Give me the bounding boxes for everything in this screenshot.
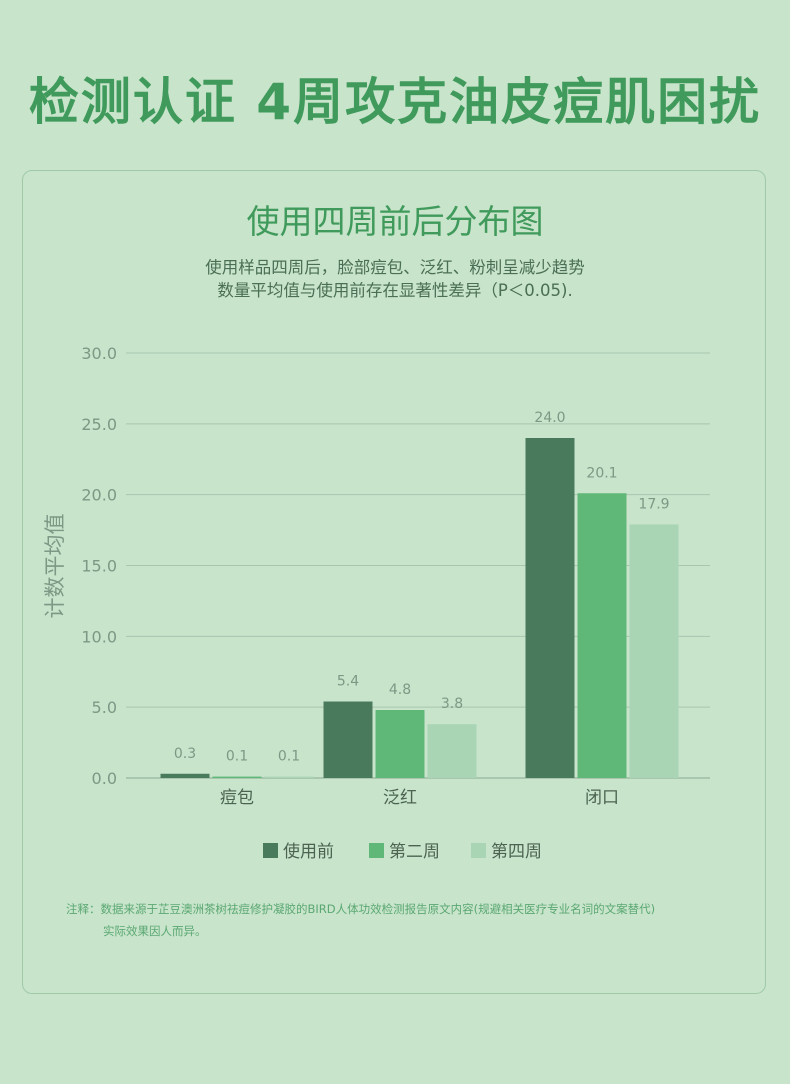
legend-swatch-2 [471, 843, 486, 858]
data-label: 4.8 [389, 682, 411, 698]
x-tick-label: 泛红 [383, 788, 417, 808]
bar-0-2 [525, 438, 575, 778]
footnote-line2: 实际效果因人而异。 [103, 924, 207, 938]
y-tick-label: 25.0 [81, 415, 117, 434]
bar-1-2 [577, 493, 627, 778]
legend-swatch-1 [369, 843, 384, 858]
data-label: 0.1 [278, 749, 300, 765]
bar-0-0 [160, 773, 210, 778]
chart-subtitle-line2: 数量平均值与使用前存在显著性差异（P＜0.05). [217, 281, 573, 300]
bar-2-2 [629, 524, 679, 778]
y-tick-label: 15.0 [81, 557, 117, 576]
bar-1-1 [375, 710, 425, 778]
data-label: 24.0 [534, 410, 565, 426]
legend-label-0: 使用前 [283, 841, 334, 862]
y-tick-label: 10.0 [81, 627, 117, 646]
legend-swatch-0 [263, 843, 278, 858]
data-label: 5.4 [337, 674, 359, 690]
y-axis-label: 计数平均值 [43, 514, 67, 619]
chart-title: 使用四周前后分布图 [246, 202, 544, 241]
y-tick-label: 5.0 [92, 698, 117, 717]
bar-2-1 [427, 724, 477, 778]
legend: 使用前 第二周 第四周 [263, 841, 542, 862]
bar-1-0 [212, 776, 262, 778]
y-tick-label: 30.0 [81, 344, 117, 363]
data-label: 0.1 [226, 749, 248, 765]
headline: 检测认证 4周攻克油皮痘肌困扰 [28, 73, 762, 131]
bar-2-0 [264, 776, 314, 778]
footnote: 注释：数据来源于芷豆澳洲茶树祛痘修护凝胶的BIRD人体功效检测报告原文内容(规避… [66, 898, 655, 942]
y-tick-label: 20.0 [81, 486, 117, 505]
data-labels: 0.3 5.4 24.0 0.1 4.8 20.1 0.1 3.8 17.9 [174, 410, 670, 765]
bars [160, 438, 679, 778]
data-label: 0.3 [174, 746, 196, 762]
y-axis-ticks: 0.0 5.0 10.0 15.0 20.0 25.0 30.0 [81, 344, 117, 788]
data-label: 20.1 [586, 465, 617, 481]
legend-label-2: 第四周 [491, 842, 542, 862]
bar-0-1 [323, 701, 373, 778]
chart-subtitle-line1: 使用样品四周后，脸部痘包、泛红、粉刺呈减少趋势 [205, 258, 585, 277]
footnote-line1: 注释：数据来源于芷豆澳洲茶树祛痘修护凝胶的BIRD人体功效检测报告原文内容(规避… [66, 902, 656, 916]
x-tick-label: 痘包 [220, 788, 254, 808]
x-tick-label: 闭口 [585, 788, 619, 808]
y-tick-label: 0.0 [92, 769, 117, 788]
data-label: 3.8 [441, 696, 463, 712]
x-axis-ticks: 痘包 泛红 闭口 [220, 788, 619, 808]
legend-label-1: 第二周 [389, 842, 440, 862]
data-label: 17.9 [638, 496, 669, 512]
